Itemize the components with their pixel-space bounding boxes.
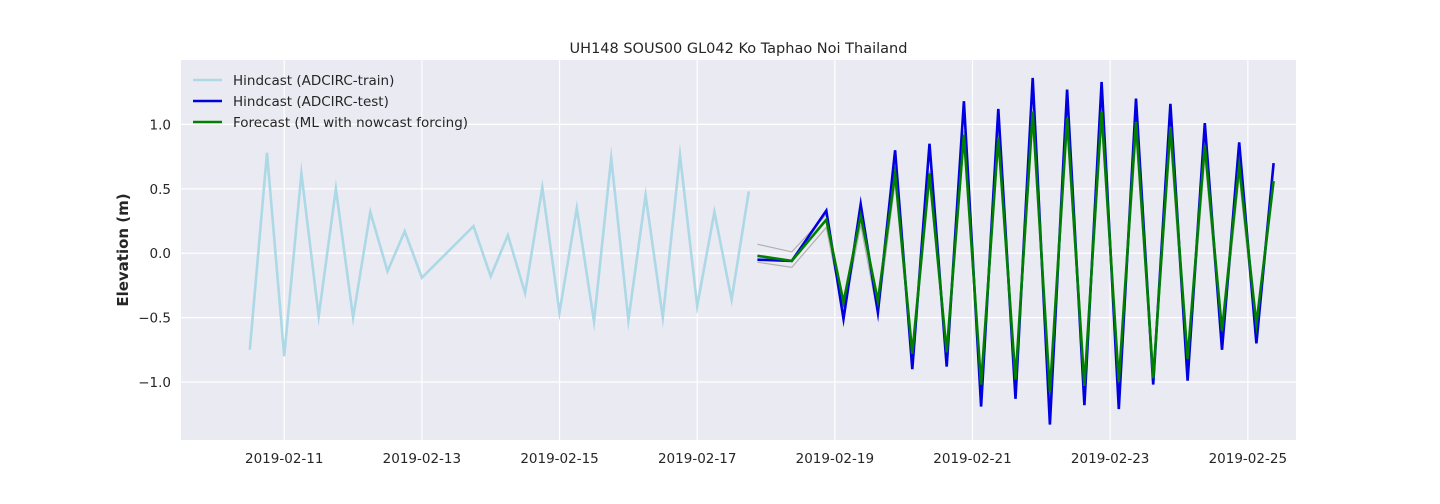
- legend-label: Hindcast (ADCIRC-train): [233, 73, 394, 89]
- legend-label: Hindcast (ADCIRC-test): [233, 94, 389, 110]
- y-axis-label: Elevation (m): [114, 193, 132, 306]
- legend-item-forecast: Forecast (ML with nowcast forcing): [193, 115, 468, 131]
- x-tick-label: 2019-02-23: [1071, 451, 1149, 467]
- y-tick-label: −1.0: [138, 375, 171, 391]
- legend-item-hindcast-train: Hindcast (ADCIRC-train): [193, 73, 394, 89]
- series-lines: [248, 77, 1275, 425]
- y-tick-label: 1.0: [150, 117, 171, 133]
- legend-item-hindcast-test: Hindcast (ADCIRC-test): [193, 94, 389, 110]
- y-tick-label: 0.0: [150, 246, 171, 262]
- legend: Hindcast (ADCIRC-train) Hindcast (ADCIRC-…: [193, 73, 468, 131]
- chart-title: UH148 SOUS00 GL042 Ko Taphao Noi Thailan…: [570, 41, 908, 57]
- x-tick-label: 2019-02-19: [796, 451, 874, 467]
- x-tick-label: 2019-02-13: [383, 451, 461, 467]
- legend-label: Forecast (ML with nowcast forcing): [233, 115, 468, 131]
- x-tick-label: 2019-02-17: [658, 451, 736, 467]
- x-tick-label: 2019-02-15: [520, 451, 598, 467]
- y-tick-label: −0.5: [138, 311, 171, 327]
- hindcast-train-line: [248, 143, 751, 357]
- y-tick-label: 0.5: [150, 182, 171, 198]
- x-tick-label: 2019-02-21: [933, 451, 1011, 467]
- x-tick-label: 2019-02-25: [1209, 451, 1287, 467]
- x-tick-labels: 2019-02-11 2019-02-13 2019-02-15 2019-02-17…: [245, 451, 1287, 467]
- x-tick-label: 2019-02-11: [245, 451, 323, 467]
- y-tick-labels: −1.0 −0.5 0.0 0.5 1.0: [138, 117, 171, 391]
- forecast-line: [757, 111, 1275, 393]
